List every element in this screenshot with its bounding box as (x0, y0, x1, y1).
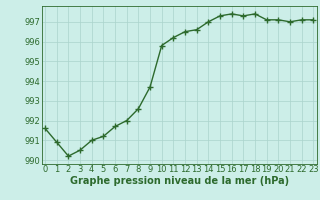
X-axis label: Graphe pression niveau de la mer (hPa): Graphe pression niveau de la mer (hPa) (70, 176, 289, 186)
